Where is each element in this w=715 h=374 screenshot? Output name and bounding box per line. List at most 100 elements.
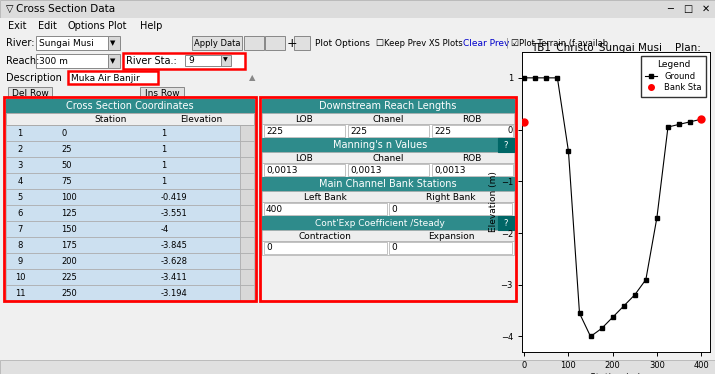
Bar xyxy=(240,237,254,253)
Text: 2: 2 xyxy=(17,144,23,153)
Text: ▲: ▲ xyxy=(249,74,255,83)
Bar xyxy=(6,141,240,157)
Bar xyxy=(6,189,240,205)
Text: 75: 75 xyxy=(61,177,72,186)
Text: -0.419: -0.419 xyxy=(161,193,187,202)
Bar xyxy=(262,241,514,255)
Text: 0: 0 xyxy=(391,205,397,214)
Bar xyxy=(0,360,715,374)
Text: □: □ xyxy=(684,4,693,14)
Bar xyxy=(264,203,387,215)
Bar xyxy=(262,124,514,138)
Text: 225: 225 xyxy=(350,126,367,135)
Text: 25: 25 xyxy=(61,144,72,153)
Bar xyxy=(264,242,387,254)
Bar xyxy=(8,87,52,100)
Text: 125: 125 xyxy=(61,208,77,218)
Text: 100: 100 xyxy=(61,193,77,202)
Text: 1: 1 xyxy=(17,129,23,138)
Bar xyxy=(6,113,254,125)
Bar xyxy=(140,87,184,100)
Bar xyxy=(262,202,514,216)
Bar xyxy=(123,53,245,69)
Text: ☑: ☑ xyxy=(510,39,518,47)
Text: 7: 7 xyxy=(17,224,23,233)
Text: -4: -4 xyxy=(161,224,169,233)
Bar xyxy=(108,36,120,50)
Bar xyxy=(36,54,108,68)
Text: 1: 1 xyxy=(161,177,167,186)
Bar xyxy=(432,164,513,176)
Bar xyxy=(240,285,254,301)
Bar xyxy=(262,216,514,230)
Text: 0,0013: 0,0013 xyxy=(434,166,465,175)
Bar xyxy=(240,269,254,285)
Bar xyxy=(262,177,514,191)
Bar xyxy=(0,34,715,52)
Bar xyxy=(6,205,240,221)
Text: 9: 9 xyxy=(188,55,194,64)
Text: 1: 1 xyxy=(161,129,167,138)
Bar xyxy=(498,216,514,230)
Text: -3.411: -3.411 xyxy=(161,273,188,282)
Text: Ins Row: Ins Row xyxy=(144,89,179,98)
Bar xyxy=(260,97,516,301)
Bar xyxy=(36,36,108,50)
Text: +: + xyxy=(287,37,297,49)
Text: River:: River: xyxy=(6,38,34,48)
Text: -3.845: -3.845 xyxy=(161,240,188,249)
Bar xyxy=(264,125,345,137)
Text: 1: 1 xyxy=(161,160,167,169)
Text: 5: 5 xyxy=(17,193,23,202)
Text: ▼: ▼ xyxy=(223,58,228,62)
Bar xyxy=(240,173,254,189)
Y-axis label: Elevation (m): Elevation (m) xyxy=(489,172,498,232)
Text: ROB: ROB xyxy=(463,153,482,162)
Bar xyxy=(185,55,221,66)
Text: Plot Terrain (f availab: Plot Terrain (f availab xyxy=(519,39,608,47)
Bar xyxy=(262,99,514,113)
Bar xyxy=(240,221,254,237)
Text: Downstream Reach Lengths: Downstream Reach Lengths xyxy=(320,101,457,111)
Text: 300 m: 300 m xyxy=(39,56,68,65)
Text: -3.628: -3.628 xyxy=(161,257,188,266)
Text: 0: 0 xyxy=(266,243,272,252)
Text: ✕: ✕ xyxy=(702,4,710,14)
Bar xyxy=(0,0,715,18)
Text: Description: Description xyxy=(6,73,62,83)
Bar xyxy=(264,164,345,176)
Text: Keep Prev XS Plots: Keep Prev XS Plots xyxy=(384,39,463,47)
Bar xyxy=(240,141,254,157)
Text: 3: 3 xyxy=(17,160,23,169)
Bar xyxy=(240,253,254,269)
Bar xyxy=(240,125,254,141)
Bar xyxy=(0,70,715,86)
Bar xyxy=(262,113,514,124)
Text: Chanel: Chanel xyxy=(373,153,404,162)
Bar xyxy=(0,18,715,34)
Text: Clear Prev: Clear Prev xyxy=(463,39,509,47)
Text: ▼: ▼ xyxy=(110,40,115,46)
Bar xyxy=(6,237,240,253)
Bar xyxy=(6,99,254,113)
Bar xyxy=(262,191,514,202)
Bar xyxy=(262,230,514,241)
Text: Cross Section Data: Cross Section Data xyxy=(16,4,115,14)
Text: 225: 225 xyxy=(434,126,451,135)
Text: -3.194: -3.194 xyxy=(161,288,188,297)
Bar xyxy=(348,125,429,137)
Bar xyxy=(389,203,512,215)
Text: TB1_Christo_Sungai Musi    Plan:: TB1_Christo_Sungai Musi Plan: xyxy=(531,43,701,53)
Bar xyxy=(234,53,245,61)
Text: Del Row: Del Row xyxy=(11,89,49,98)
Bar xyxy=(192,36,242,50)
Bar xyxy=(108,54,120,68)
Text: Station: Station xyxy=(95,114,127,123)
Text: 9: 9 xyxy=(17,257,23,266)
Text: Help: Help xyxy=(140,21,162,31)
Text: 50: 50 xyxy=(61,160,72,169)
Bar xyxy=(240,205,254,221)
Text: 200: 200 xyxy=(61,257,77,266)
Bar xyxy=(265,36,285,50)
Bar xyxy=(262,138,514,152)
